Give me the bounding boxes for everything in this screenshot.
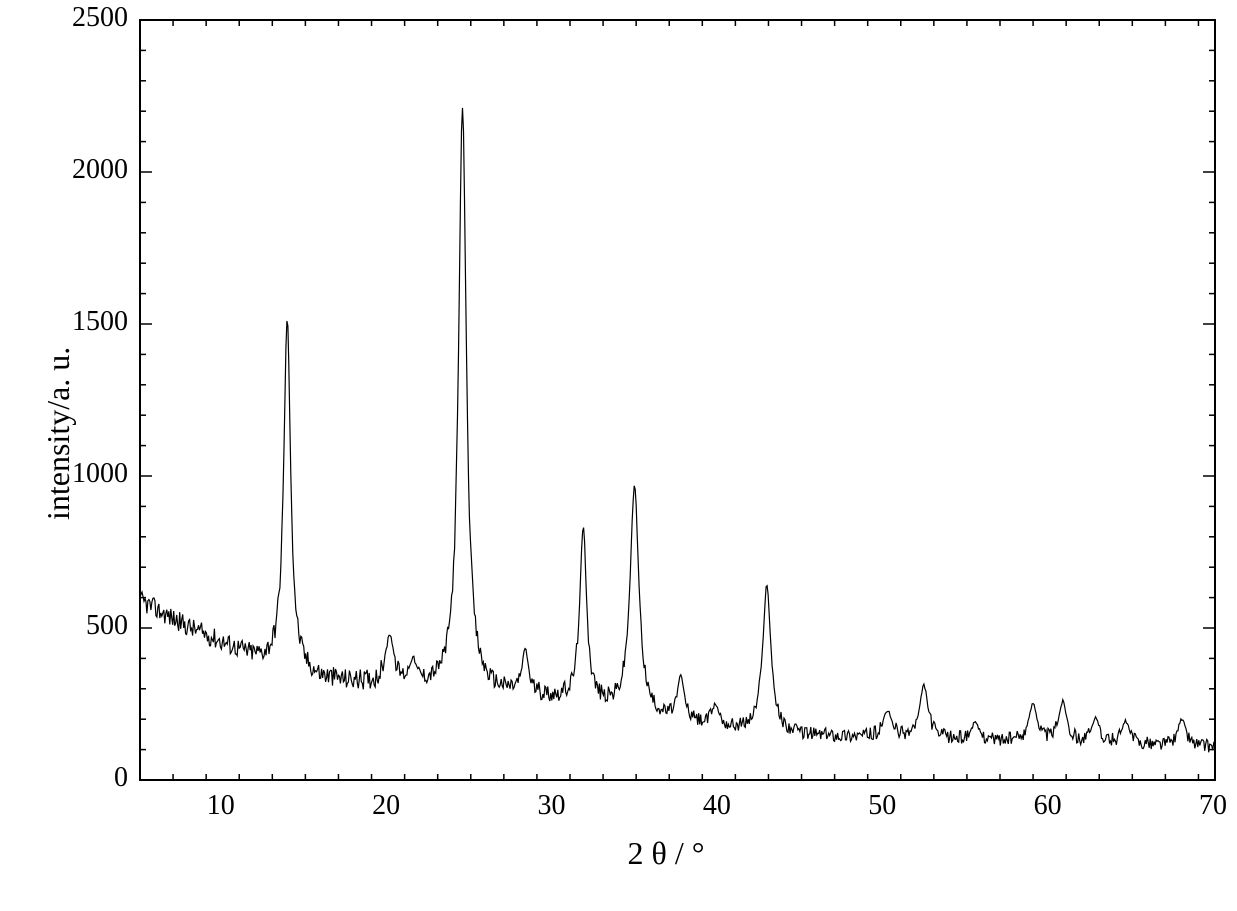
x-tick-label: 50: [868, 790, 896, 822]
y-tick-label: 0: [114, 762, 128, 794]
y-tick-label: 2000: [72, 154, 128, 186]
x-tick-label: 60: [1034, 790, 1062, 822]
y-tick-label: 1000: [72, 458, 128, 490]
x-tick-label: 40: [703, 790, 731, 822]
x-tick-label: 30: [537, 790, 565, 822]
y-axis-label: intensity/a. u.: [40, 347, 77, 520]
spectrum-trace: [140, 108, 1215, 752]
xrd-chart: intensity/a. u. 2 θ / ° 10 20 30 40 50 60 70 0 5…: [0, 0, 1237, 911]
x-tick-label: 10: [207, 790, 235, 822]
y-tick-label: 2500: [72, 2, 128, 34]
y-tick-label: 500: [86, 610, 128, 642]
y-tick-label: 1500: [72, 306, 128, 338]
x-axis-label: 2 θ / °: [628, 835, 705, 872]
chart-svg: [0, 0, 1237, 911]
x-tick-label: 20: [372, 790, 400, 822]
x-tick-label: 70: [1199, 790, 1227, 822]
